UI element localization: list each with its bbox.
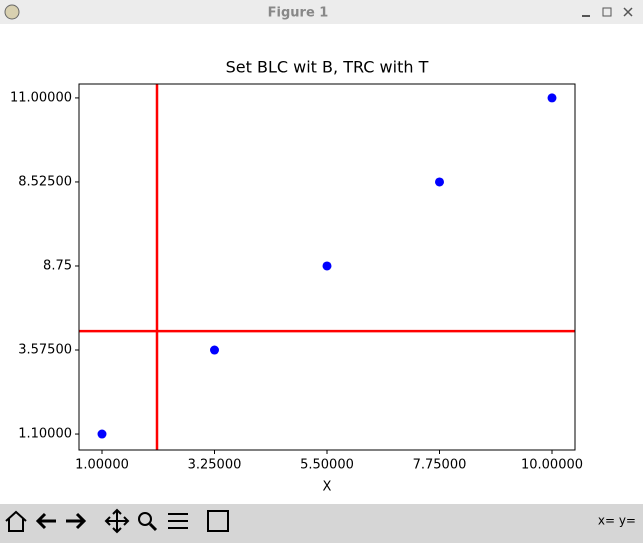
- y-tick-label: 11.00000: [10, 90, 72, 105]
- maximize-button[interactable]: [602, 7, 612, 17]
- y-tick-label: 8.75: [43, 258, 72, 273]
- x-tick-label: 5.50000: [300, 458, 354, 473]
- x-tick-label: 1.00000: [75, 458, 129, 473]
- home-button[interactable]: [5, 510, 27, 532]
- zoom-handle: [148, 522, 158, 532]
- y-tick-label: 8.52500: [18, 174, 72, 189]
- x-axis-label: X: [323, 480, 332, 495]
- coordinates-status: x= y=: [598, 514, 636, 528]
- y-tick-label: 1.10000: [18, 427, 72, 442]
- x-tick-label: 3.25000: [188, 458, 242, 473]
- title-bar: [0, 0, 643, 24]
- save-button[interactable]: [207, 510, 229, 532]
- x-tick-label: 7.75000: [413, 458, 467, 473]
- forward-button[interactable]: [66, 512, 87, 530]
- point: [97, 429, 107, 439]
- close-button[interactable]: [623, 7, 633, 17]
- plot-frame: [78, 83, 576, 451]
- y-tick-label: 3.57500: [18, 343, 72, 358]
- toolbar: [0, 504, 643, 543]
- point: [322, 261, 332, 271]
- x-tick-label: 10.00000: [521, 458, 583, 473]
- chart-title: Set BLC wit B, TRC with T: [226, 58, 429, 77]
- point: [547, 93, 557, 103]
- point: [210, 345, 219, 355]
- app-icon: [4, 4, 20, 20]
- pan-button[interactable]: [104, 508, 130, 534]
- configure-button[interactable]: [168, 513, 188, 529]
- window-title: Figure 1: [268, 6, 329, 21]
- zoom-button[interactable]: [138, 512, 152, 526]
- point: [435, 177, 444, 187]
- back-button[interactable]: [35, 512, 56, 530]
